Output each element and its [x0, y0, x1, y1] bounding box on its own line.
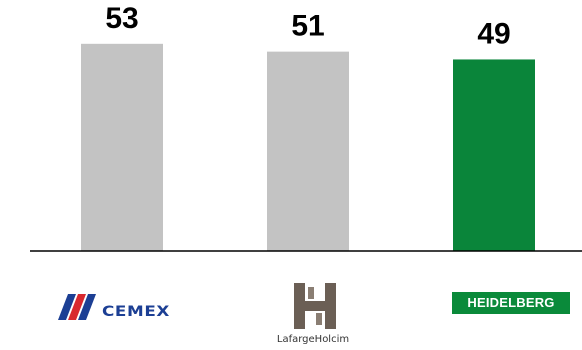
data-label-lafargeholcim: 51: [291, 10, 324, 43]
data-label-cemex: 53: [105, 2, 138, 35]
bars-group: [81, 43, 535, 252]
bar-heidelberg: [453, 59, 535, 251]
cemex-logo-icon: [58, 294, 96, 320]
bar-cemex: [81, 43, 163, 252]
lafargeholcim-logo-label: LafargeHolcim: [276, 334, 350, 345]
heidelberg-logo-label: HEIDELBERG: [467, 295, 555, 310]
lafargeholcim-logo-icon: [294, 283, 336, 329]
data-label-heidelberg: 49: [477, 17, 510, 50]
heidelberg-logo-icon: HEIDELBERG: [452, 292, 570, 314]
data-labels-group: 53 51 49: [105, 2, 510, 51]
cemex-logo-label: CEMEX: [102, 304, 170, 320]
bar-lafargeholcim: [267, 51, 349, 251]
